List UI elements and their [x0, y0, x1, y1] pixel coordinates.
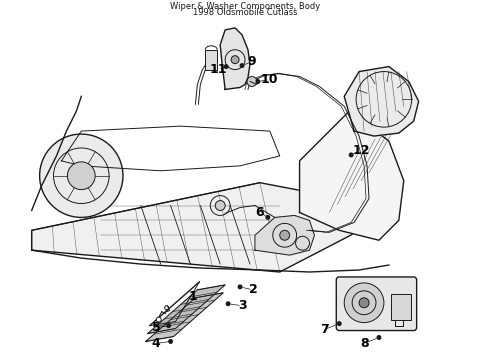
Text: 4: 4	[151, 337, 160, 350]
Circle shape	[169, 340, 172, 343]
Circle shape	[40, 134, 123, 217]
Polygon shape	[344, 67, 418, 136]
Circle shape	[344, 283, 384, 323]
Circle shape	[224, 65, 228, 68]
Circle shape	[349, 153, 353, 157]
Text: 1: 1	[189, 290, 198, 303]
Circle shape	[256, 80, 260, 83]
Polygon shape	[255, 215, 315, 255]
Circle shape	[247, 77, 257, 86]
Bar	[205, 50, 217, 69]
Circle shape	[215, 201, 225, 211]
Circle shape	[68, 162, 95, 190]
Circle shape	[280, 230, 290, 240]
Text: 9: 9	[247, 55, 256, 68]
Text: 10: 10	[261, 73, 278, 86]
Text: 8: 8	[360, 337, 368, 350]
Text: 3: 3	[238, 299, 246, 312]
Text: 7: 7	[320, 323, 329, 336]
Polygon shape	[220, 28, 250, 89]
Circle shape	[266, 216, 270, 219]
FancyBboxPatch shape	[336, 277, 416, 330]
Circle shape	[240, 64, 244, 67]
Text: 5: 5	[152, 321, 161, 334]
Bar	[391, 294, 411, 320]
Polygon shape	[148, 285, 225, 333]
Circle shape	[338, 322, 341, 325]
Text: 11: 11	[209, 63, 227, 76]
Circle shape	[238, 285, 242, 289]
Text: 1998 Oldsmobile Cutlass: 1998 Oldsmobile Cutlass	[193, 8, 297, 17]
Text: 2: 2	[248, 283, 257, 296]
Circle shape	[377, 336, 381, 339]
Circle shape	[167, 324, 171, 327]
Polygon shape	[146, 293, 223, 341]
Polygon shape	[299, 111, 404, 240]
Text: 6: 6	[256, 206, 264, 219]
Text: 12: 12	[352, 144, 370, 157]
Polygon shape	[32, 183, 389, 272]
Circle shape	[156, 317, 161, 322]
Circle shape	[359, 298, 369, 308]
Circle shape	[226, 302, 230, 306]
Text: Wiper & Washer Components, Body: Wiper & Washer Components, Body	[170, 1, 320, 10]
Circle shape	[231, 56, 239, 64]
